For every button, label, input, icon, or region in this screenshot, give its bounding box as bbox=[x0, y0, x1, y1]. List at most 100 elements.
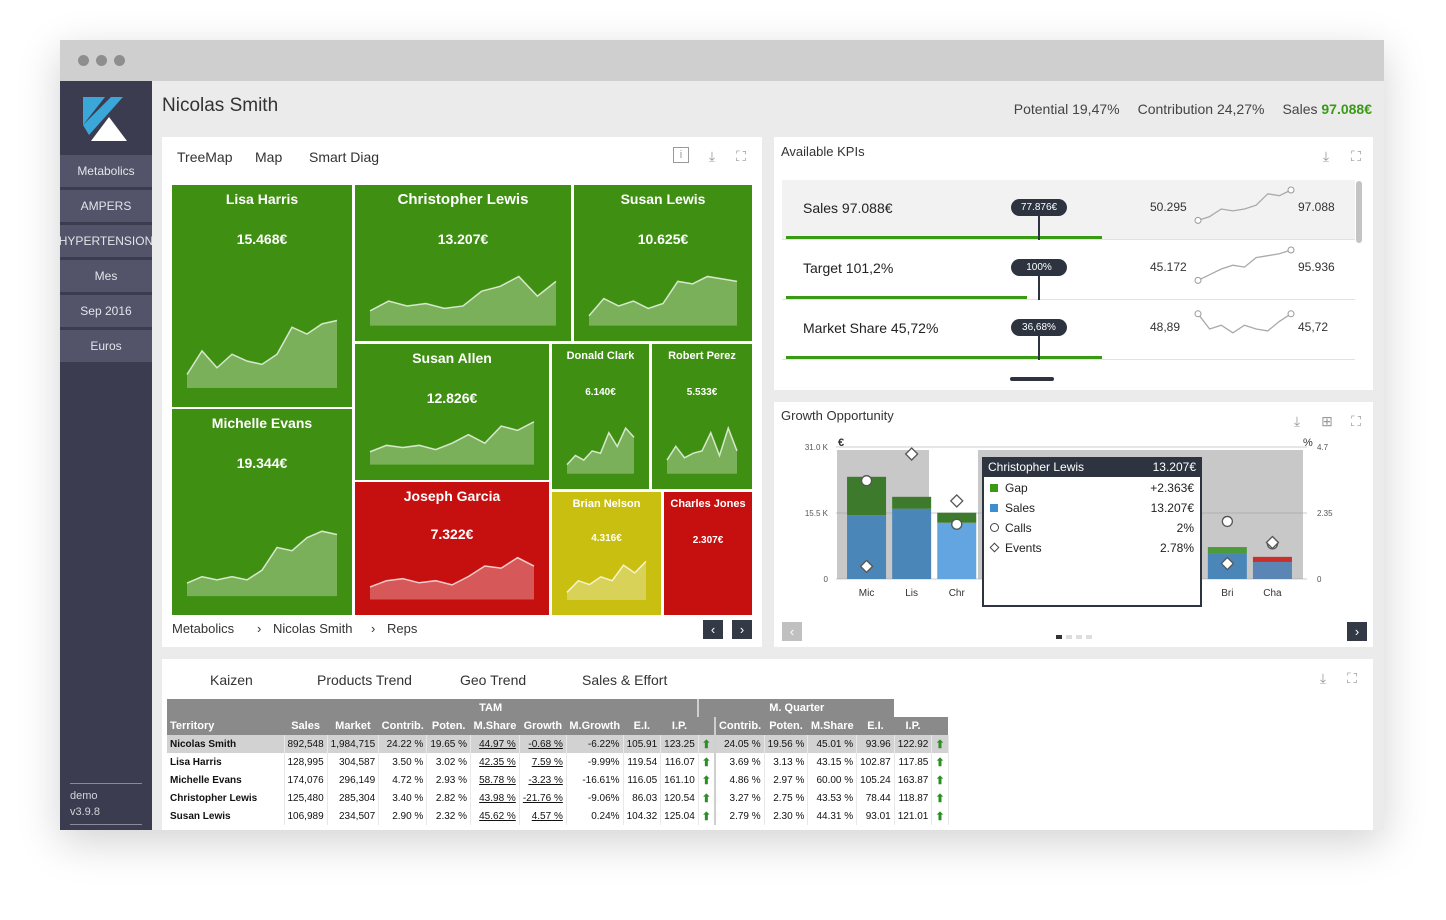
table-cell-link[interactable]: 4.57 % bbox=[531, 810, 563, 822]
column-header[interactable]: Growth bbox=[519, 717, 567, 735]
column-header[interactable]: I.P. bbox=[894, 717, 932, 735]
tab-smart-diag[interactable]: Smart Diag bbox=[309, 149, 380, 165]
kpi-scrollbar[interactable] bbox=[1356, 181, 1362, 243]
table-row[interactable]: Nicolas Smith 892,548 1,984,715 24.22 % 19.6… bbox=[167, 735, 949, 753]
page-dot[interactable] bbox=[1066, 635, 1072, 639]
table-cell-link[interactable]: -3.23 % bbox=[528, 774, 563, 786]
column-header[interactable]: Sales bbox=[284, 717, 328, 735]
fullscreen-icon[interactable]: ⛶ bbox=[1347, 669, 1357, 686]
next-button[interactable]: › bbox=[732, 620, 752, 639]
kpi-min-value: 48,89 bbox=[1150, 320, 1181, 334]
sidebar-item-hypertension[interactable]: HYPERTENSION bbox=[60, 225, 152, 257]
table-cell: 4.86 % bbox=[713, 771, 765, 789]
sidebar-item-metabolics[interactable]: Metabolics bbox=[60, 155, 152, 187]
fullscreen-icon[interactable]: ⛶ bbox=[1351, 412, 1361, 429]
treemap-cell[interactable]: Charles Jones 2.307€ bbox=[664, 492, 752, 615]
tooltip-row-value: +2.363€ bbox=[1150, 481, 1194, 495]
column-header[interactable]: Market bbox=[327, 717, 379, 735]
column-header[interactable]: M.Growth bbox=[566, 717, 624, 735]
tab-treemap[interactable]: TreeMap bbox=[177, 149, 233, 165]
table-cell-link[interactable]: -0.68 % bbox=[528, 738, 563, 750]
table-cell: 120.54 bbox=[660, 789, 699, 807]
tab-map[interactable]: Map bbox=[255, 149, 283, 165]
treemap-cell[interactable]: Brian Nelson 4.316€ bbox=[552, 492, 661, 615]
column-header[interactable]: Poten. bbox=[764, 717, 808, 735]
download-icon[interactable]: ⤓ bbox=[1319, 669, 1327, 686]
page-dot[interactable] bbox=[1076, 635, 1082, 639]
sidebar-footer: demo v3.9.8 bbox=[70, 783, 142, 825]
treemap-cell[interactable]: Michelle Evans 19.344€ bbox=[172, 409, 352, 615]
table-row[interactable]: Susan Lewis 106,989 234,507 2.90 % 2.32 % 45.… bbox=[167, 807, 949, 825]
treemap-cell[interactable]: Joseph Garcia 7.322€ bbox=[355, 482, 549, 615]
column-header[interactable]: Poten. bbox=[426, 717, 471, 735]
footer-version: v3.9.8 bbox=[70, 806, 100, 818]
download-icon[interactable]: ⤓ bbox=[708, 147, 716, 164]
y2-tick-label: 4.7 bbox=[1317, 443, 1329, 452]
sidebar-item-currency[interactable]: Euros bbox=[60, 330, 152, 362]
table-cell-link[interactable]: 44.97 % bbox=[479, 738, 516, 750]
column-header[interactable]: E.I. bbox=[856, 717, 895, 735]
table-cell: 105.24 bbox=[856, 771, 895, 789]
calls-point bbox=[951, 518, 963, 530]
treemap-cell[interactable]: Susan Lewis 10.625€ bbox=[574, 185, 752, 341]
breadcrumb-user[interactable]: Nicolas Smith bbox=[273, 621, 353, 636]
table-cell-link[interactable]: 43.98 % bbox=[479, 792, 516, 804]
window-close-dot[interactable] bbox=[78, 55, 89, 66]
treemap-cell[interactable]: Lisa Harris 15.468€ bbox=[172, 185, 352, 407]
treemap-cell[interactable]: Donald Clark 6.140€ bbox=[552, 344, 649, 489]
treemap-cell[interactable]: Robert Perez 5.533€ bbox=[652, 344, 752, 489]
sidebar-item-mes[interactable]: Mes bbox=[60, 260, 152, 292]
treemap-cell[interactable]: Susan Allen 12.826€ bbox=[355, 344, 549, 480]
column-header[interactable]: Contrib. bbox=[713, 717, 765, 735]
table-cell-link[interactable]: 58.78 % bbox=[479, 774, 516, 786]
table-cell-link[interactable]: -21.76 % bbox=[522, 792, 563, 804]
column-header[interactable]: Contrib. bbox=[378, 717, 427, 735]
grid-icon[interactable]: ⊞ bbox=[1321, 412, 1333, 429]
table-row[interactable]: Michelle Evans 174,076 296,149 4.72 % 2.93 %… bbox=[167, 771, 949, 789]
kpi-row[interactable]: Sales 97.088€ 77.876€ 50.295 97.088 bbox=[782, 180, 1355, 240]
bottom-panel: Kaizen Products Trend Geo Trend Sales & … bbox=[162, 659, 1373, 830]
tab-sales-effort[interactable]: Sales & Effort bbox=[582, 672, 668, 688]
info-icon[interactable]: i bbox=[673, 147, 689, 163]
treemap-cell[interactable]: Christopher Lewis 13.207€ bbox=[355, 185, 571, 341]
tab-products-trend[interactable]: Products Trend bbox=[317, 672, 412, 688]
breadcrumb-reps[interactable]: Reps bbox=[387, 621, 418, 636]
fullscreen-icon[interactable]: ⛶ bbox=[1351, 147, 1361, 164]
table-cell: 117.85 bbox=[894, 753, 933, 771]
page-dot-active[interactable] bbox=[1056, 635, 1062, 639]
download-icon[interactable]: ⤓ bbox=[1293, 412, 1301, 429]
page-dot[interactable] bbox=[1086, 635, 1092, 639]
trend-cell: ⬆ bbox=[698, 771, 716, 789]
column-header[interactable]: E.I. bbox=[623, 717, 661, 735]
column-header[interactable]: Territory bbox=[167, 717, 284, 735]
column-header[interactable]: I.P. bbox=[660, 717, 699, 735]
sidebar-item-ampers[interactable]: AMPERS bbox=[60, 190, 152, 222]
breadcrumb-root[interactable]: Metabolics bbox=[172, 621, 235, 636]
download-icon[interactable]: ⤓ bbox=[1322, 147, 1330, 164]
window-maximize-dot[interactable] bbox=[114, 55, 125, 66]
fullscreen-icon[interactable]: ⛶ bbox=[736, 147, 746, 164]
table-cell-link[interactable]: 45.62 % bbox=[479, 810, 516, 822]
treemap-sparkline bbox=[186, 319, 338, 388]
x-tick-label: Lis bbox=[905, 588, 918, 599]
table-row[interactable]: Lisa Harris 128,995 304,587 3.50 % 3.02 % 42.… bbox=[167, 753, 949, 771]
chart-next-button[interactable]: › bbox=[1347, 622, 1367, 641]
kpi-progress-bar bbox=[786, 236, 1103, 239]
tooltip-row-value: 2% bbox=[1176, 521, 1194, 535]
tab-geo-trend[interactable]: Geo Trend bbox=[460, 672, 527, 688]
table-cell-link[interactable]: 42.35 % bbox=[479, 756, 516, 768]
kpi-row[interactable]: Target 101,2% 100% 45.172 95.936 bbox=[782, 240, 1355, 300]
table-cell: 2.97 % bbox=[764, 771, 809, 789]
window-minimize-dot[interactable] bbox=[96, 55, 107, 66]
chart-prev-button[interactable]: ‹ bbox=[782, 622, 802, 641]
column-header[interactable]: M.Share bbox=[470, 717, 520, 735]
kpi-row[interactable]: Market Share 45,72% 36,68% 48,89 45,72 bbox=[782, 300, 1355, 360]
sidebar-item-date[interactable]: Sep 2016 bbox=[60, 295, 152, 327]
table-cell: 102.87 bbox=[856, 753, 895, 771]
table-row[interactable]: Christopher Lewis 125,480 285,304 3.40 % 2.8… bbox=[167, 789, 949, 807]
column-header[interactable]: M.Share bbox=[807, 717, 857, 735]
tab-kaizen[interactable]: Kaizen bbox=[210, 672, 253, 688]
prev-button[interactable]: ‹ bbox=[703, 620, 723, 639]
table-cell: 7.59 % bbox=[519, 753, 567, 771]
table-cell-link[interactable]: 7.59 % bbox=[531, 756, 563, 768]
